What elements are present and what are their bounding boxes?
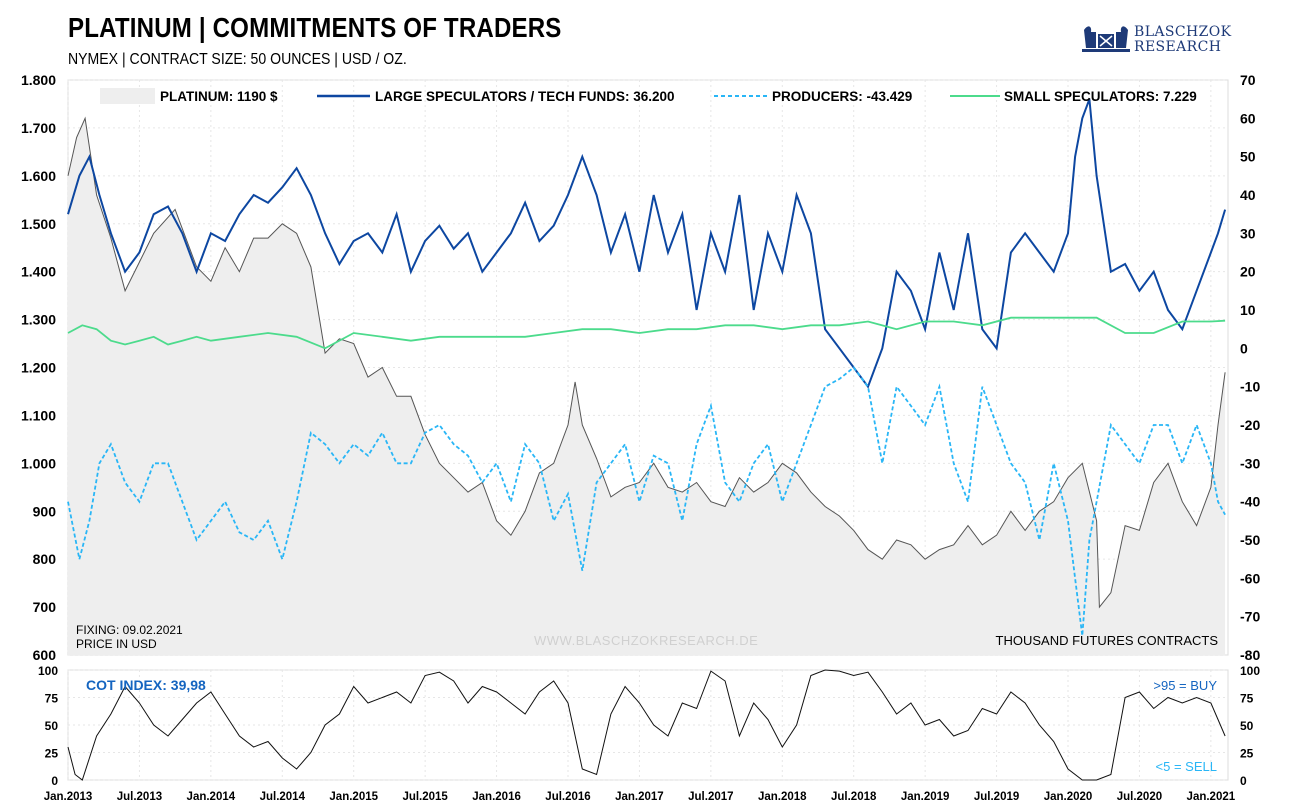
left-tick-label: 600 xyxy=(33,647,57,663)
x-tick-label: Jan.2017 xyxy=(615,791,664,803)
x-tick-label: Jan.2016 xyxy=(472,791,521,803)
left-tick-label: 1.500 xyxy=(21,216,56,232)
right-tick-label: -60 xyxy=(1240,570,1260,586)
x-tick-label: Jan.2021 xyxy=(1187,791,1236,803)
x-tick-label: Jul.2017 xyxy=(688,791,733,803)
right-tick-label: 40 xyxy=(1240,187,1256,203)
x-tick-label: Jan.2015 xyxy=(329,791,378,803)
right-tick-label: -30 xyxy=(1240,455,1260,471)
left-tick-label: 1.000 xyxy=(21,455,56,471)
brand-logo: BLASCHZOK RESEARCH xyxy=(1082,24,1242,60)
left-tick-label: 900 xyxy=(33,503,57,519)
cot-left-tick-label: 0 xyxy=(51,774,58,788)
right-tick-label: -80 xyxy=(1240,647,1260,663)
fixing-date: FIXING: 09.02.2021 xyxy=(76,623,183,637)
watermark: WWW.BLASCHZOKRESEARCH.DE xyxy=(534,633,758,648)
x-tick-label: Jul.2015 xyxy=(402,791,448,803)
x-tick-label: Jan.2013 xyxy=(44,791,93,803)
price-unit: PRICE IN USD xyxy=(76,637,157,651)
x-tick-label: Jan.2020 xyxy=(1044,791,1093,803)
right-tick-label: 50 xyxy=(1240,149,1256,165)
right-tick-label: -40 xyxy=(1240,494,1260,510)
producers-line xyxy=(67,366,1226,636)
buy-signal-label: >95 = BUY xyxy=(1153,678,1217,693)
right-tick-label: 30 xyxy=(1240,225,1256,241)
right-tick-label: 60 xyxy=(1240,110,1256,126)
left-tick-label: 1.800 xyxy=(21,72,56,88)
logo-line2: RESEARCH xyxy=(1134,39,1222,55)
x-tick-label: Jul.2016 xyxy=(545,791,590,803)
right-tick-label: 0 xyxy=(1240,340,1248,356)
left-tick-label: 1.400 xyxy=(21,264,56,280)
platinum-area-layer xyxy=(67,116,1226,656)
legend-label-large-spec: LARGE SPECULATORS / TECH FUNDS: 36.200 xyxy=(375,89,675,104)
right-tick-label: 70 xyxy=(1240,72,1256,88)
legend-label-small-spec: SMALL SPECULATORS: 7.229 xyxy=(1004,89,1197,104)
platinum-area xyxy=(68,118,1226,656)
x-tick-label: Jan.2014 xyxy=(187,791,236,803)
left-tick-label: 1.300 xyxy=(21,312,56,328)
cot-right-tick-label: 0 xyxy=(1240,774,1247,788)
left-tick-label: 1.200 xyxy=(21,360,56,376)
bull-bear-icon xyxy=(1082,26,1130,52)
cot-axes: 0 0 25 25 50 50 75 75 100 100 xyxy=(38,664,1260,788)
cot-left-tick-label: 25 xyxy=(45,747,59,761)
x-tick-label: Jul.2013 xyxy=(117,791,162,803)
left-tick-label: 1.100 xyxy=(21,407,56,423)
left-tick-label: 800 xyxy=(33,551,57,567)
x-tick-label: Jul.2019 xyxy=(974,791,1019,803)
cot-right-tick-label: 25 xyxy=(1240,747,1254,761)
x-tick-label: Jul.2014 xyxy=(260,791,306,803)
contracts-unit: THOUSAND FUTURES CONTRACTS xyxy=(996,633,1219,648)
platinum-line xyxy=(67,116,1226,609)
logo-line1: BLASCHZOK xyxy=(1134,24,1232,40)
page-title: PLATINUM | COMMITMENTS OF TRADERS xyxy=(68,12,562,43)
page-subtitle: NYMEX | CONTRACT SIZE: 50 OUNCES | USD /… xyxy=(68,51,407,68)
legend-label-platinum: PLATINUM: 1190 $ xyxy=(160,89,278,104)
right-tick-label: -70 xyxy=(1240,609,1260,625)
x-tick-label: Jul.2018 xyxy=(831,791,877,803)
cot-right-tick-label: 50 xyxy=(1240,719,1254,733)
right-tick-label: -10 xyxy=(1240,379,1260,395)
right-tick-label: -20 xyxy=(1240,417,1260,433)
left-tick-label: 1.700 xyxy=(21,120,56,136)
cot-line-layer xyxy=(67,669,1226,781)
main-axes: 6007008009001.0001.1001.2001.3001.4001.5… xyxy=(21,72,1260,663)
legend: PLATINUM: 1190 $ LARGE SPECULATORS / TEC… xyxy=(100,88,1197,104)
right-tick-label: 20 xyxy=(1240,264,1256,280)
legend-swatch-platinum xyxy=(100,88,155,104)
cot-index-label: COT INDEX: 39,98 xyxy=(86,677,206,693)
right-tick-label: -50 xyxy=(1240,532,1260,548)
sell-signal-label: <5 = SELL xyxy=(1156,759,1217,774)
large-spec-line xyxy=(67,98,1227,389)
cot-right-tick-label: 75 xyxy=(1240,692,1254,706)
x-tick-label: Jan.2019 xyxy=(901,791,950,803)
cot-index-line xyxy=(67,669,1226,781)
left-tick-label: 700 xyxy=(33,599,57,615)
series-lines-layer xyxy=(67,98,1227,636)
cot-left-tick-label: 100 xyxy=(38,664,58,678)
small-spec-line xyxy=(67,316,1226,350)
cot-left-tick-label: 50 xyxy=(45,719,59,733)
x-tick-label: Jul.2020 xyxy=(1117,791,1162,803)
cot-grid xyxy=(67,669,1229,781)
legend-label-producers: PRODUCERS: -43.429 xyxy=(772,89,912,104)
left-tick-label: 1.600 xyxy=(21,168,56,184)
cot-right-tick-label: 100 xyxy=(1240,664,1260,678)
x-tick-label: Jan.2018 xyxy=(758,791,807,803)
cot-left-tick-label: 75 xyxy=(45,692,59,706)
x-axis-ticks: Jan.2013 Jul.2013 Jan.2014 Jul.2014 Jan.2015… xyxy=(44,791,1236,803)
right-tick-label: 10 xyxy=(1240,302,1256,318)
